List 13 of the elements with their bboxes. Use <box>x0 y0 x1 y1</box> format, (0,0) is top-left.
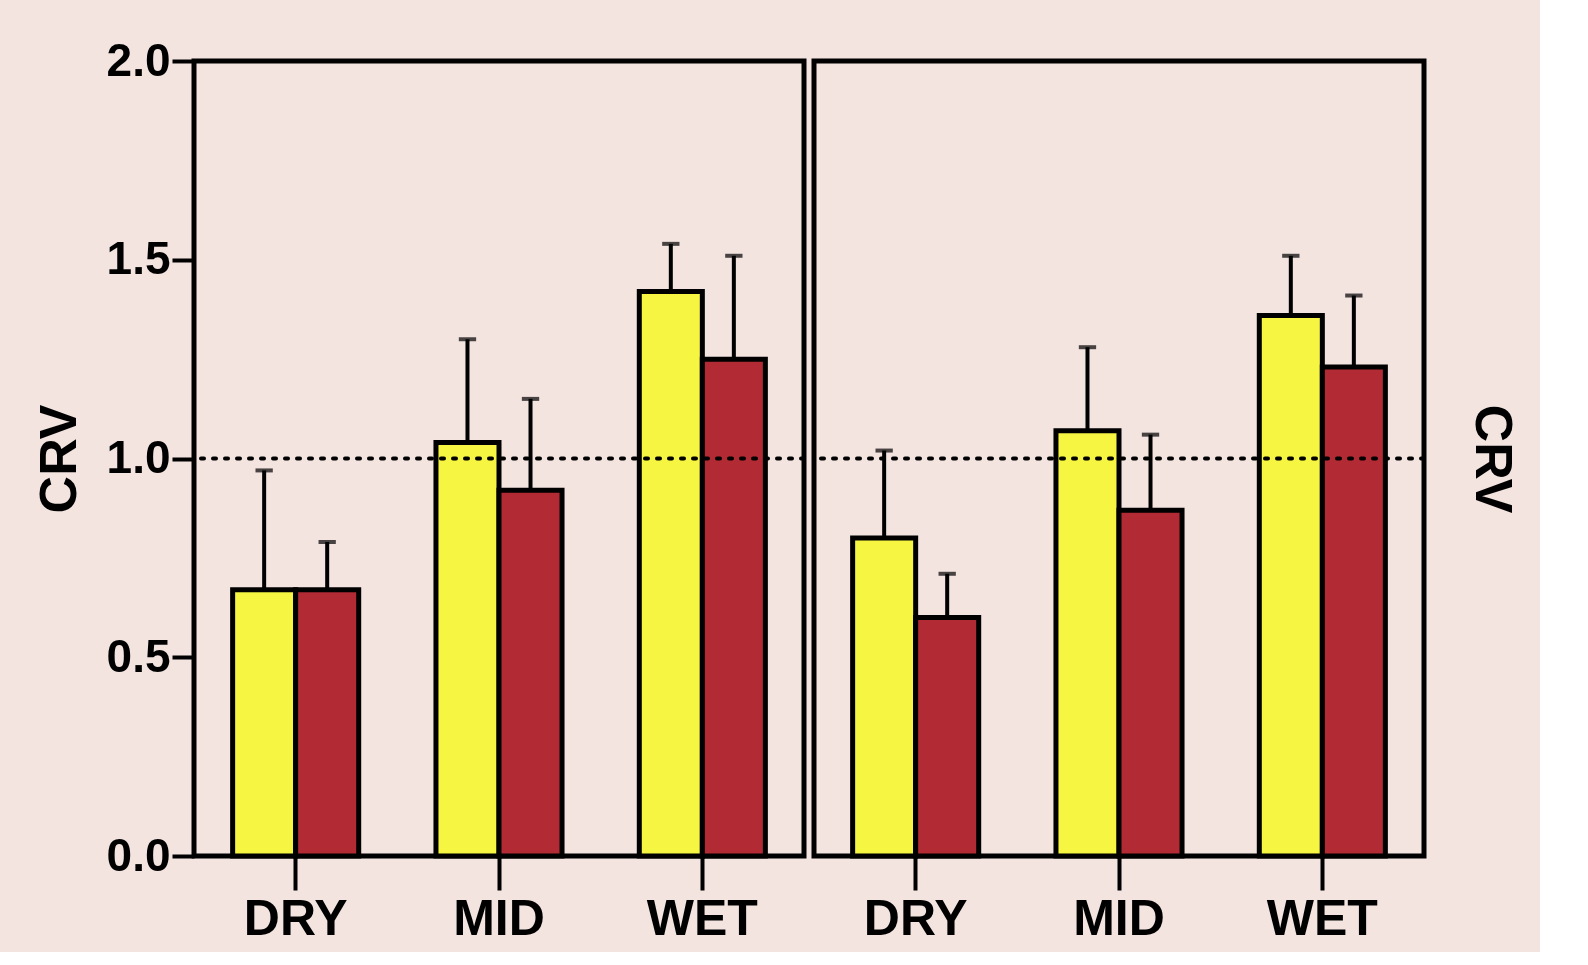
y-axis-title: CRV <box>28 404 87 514</box>
y-axis-title: CRV <box>1464 404 1523 514</box>
x-tick-label: DRY <box>243 889 348 946</box>
y-tick-label: 0.5 <box>106 629 171 682</box>
x-tick-label: MID <box>453 889 545 946</box>
x-tick-label: DRY <box>863 889 968 946</box>
x-tick-label: WET <box>646 889 758 946</box>
y-tick-label: 1.5 <box>106 232 171 285</box>
x-tick-label: WET <box>1266 889 1378 946</box>
x-tick-label: MID <box>1073 889 1165 946</box>
y-tick-label: 0.0 <box>106 828 171 881</box>
y-tick-label: 2.0 <box>106 33 171 86</box>
y-tick-label: 1.0 <box>106 431 171 483</box>
